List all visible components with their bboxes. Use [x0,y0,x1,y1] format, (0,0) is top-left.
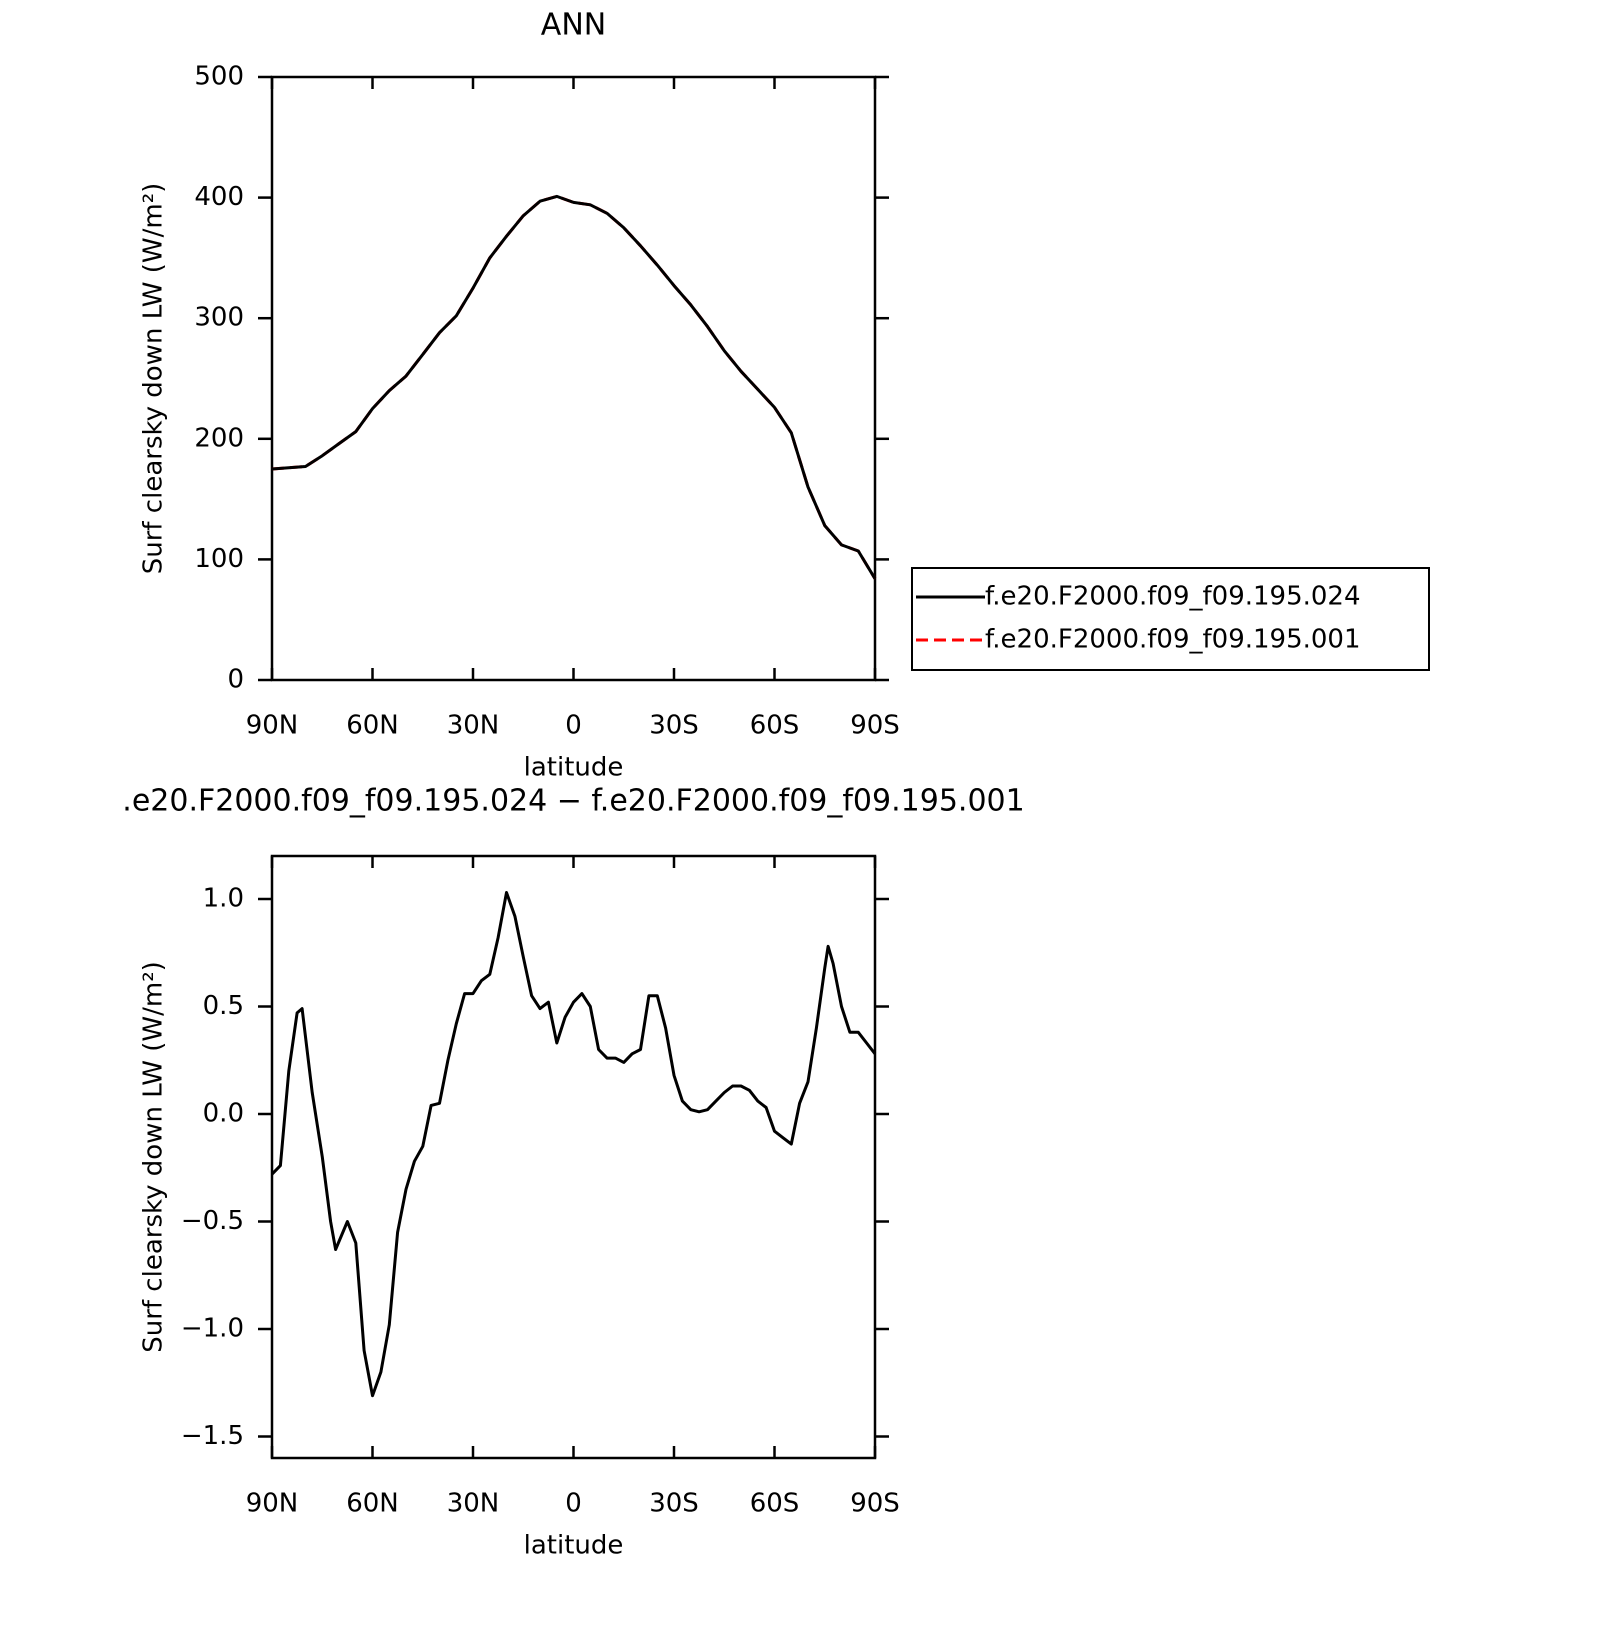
x-tick-label: 60N [346,1489,399,1519]
y-tick-label: −0.5 [181,1206,244,1236]
legend-label: f.e20.F2000.f09_f09.195.001 [985,625,1361,655]
y-tick-label: 100 [194,544,244,574]
y-tick-label: 500 [194,62,244,92]
y-tick-label: 1.0 [203,884,244,914]
plot-frame [270,75,877,682]
x-tick-label: 90N [246,711,299,741]
data-line [271,194,877,580]
x-tick-label: 0 [565,711,582,741]
x-axis-label: latitude [524,1531,624,1561]
x-tick-label: 30S [649,711,699,741]
y-tick-label: 200 [194,423,244,453]
x-tick-label: 90S [850,1489,900,1519]
x-tick-label: 60S [750,1489,800,1519]
y-tick-label: 0.5 [203,991,244,1021]
legend-label: f.e20.F2000.f09_f09.195.024 [985,582,1361,612]
x-tick-label: 30S [649,1489,699,1519]
x-tick-label: 90N [246,1489,299,1519]
plot-frame [270,854,877,1460]
y-tick-label: 300 [194,303,244,333]
y-axis-label: Surf clearsky down LW (W/m²) [139,183,169,575]
y-tick-label: −1.0 [181,1314,244,1344]
x-tick-label: 90S [850,711,900,741]
y-tick-label: 0.0 [203,1099,244,1129]
y-tick-label: 400 [194,182,244,212]
chart-title: .e20.F2000.f09_f09.195.024 − f.e20.F2000… [122,784,1024,819]
y-tick-label: −1.5 [181,1421,244,1451]
x-tick-label: 60N [346,711,399,741]
legend-box [911,567,1430,671]
x-axis-label: latitude [524,753,624,783]
data-line [271,194,877,580]
x-tick-label: 0 [565,1489,582,1519]
x-tick-label: 60S [750,711,800,741]
y-axis-label: Surf clearsky down LW (W/m²) [139,961,169,1353]
y-tick-label: 0 [227,665,244,695]
data-line [270,891,877,1398]
x-tick-label: 30N [447,711,500,741]
chart-title: ANN [541,8,606,43]
x-tick-label: 30N [447,1489,500,1519]
